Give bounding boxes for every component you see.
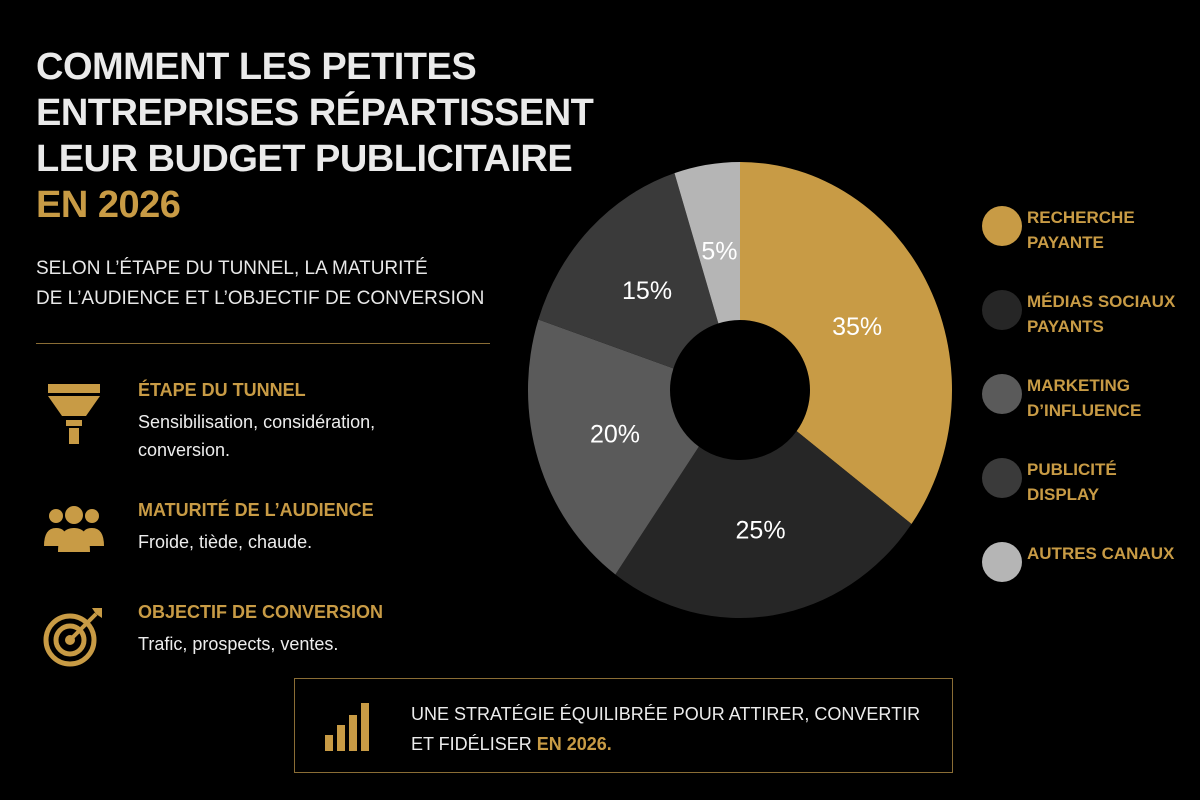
- legend-swatch: [982, 290, 1022, 330]
- legend-label: RECHERCHE PAYANTE: [1027, 208, 1135, 252]
- legend-label: PUBLICITÉ DISPLAY: [1027, 460, 1117, 504]
- subtitle-line-1: SELON L’ÉTAPE DU TUNNEL, LA MATURITÉ: [36, 258, 428, 279]
- callout-box: UNE STRATÉGIE ÉQUILIBRÉE POUR ATTIRER, C…: [294, 678, 953, 773]
- legend-swatch: [982, 206, 1022, 246]
- callout-main-text: UNE STRATÉGIE ÉQUILIBRÉE POUR ATTIRER, C…: [411, 704, 921, 754]
- feature-audience-maturity: MATURITÉ DE L’AUDIENCE Froide, tiède, ch…: [36, 498, 506, 588]
- data-label: 5%: [701, 237, 737, 265]
- feature-conversion-goal: OBJECTIF DE CONVERSION Trafic, prospects…: [36, 600, 506, 690]
- legend-label: MARKETING D’INFLUENCE: [1027, 376, 1142, 420]
- legend-item-paid-social: MÉDIAS SOCIAUX PAYANTS: [980, 284, 1190, 368]
- legend-label: MÉDIAS SOCIAUX PAYANTS: [1027, 292, 1176, 336]
- divider: [36, 343, 490, 344]
- data-label: 35%: [832, 313, 882, 341]
- chart-legend: RECHERCHE PAYANTE MÉDIAS SOCIAUX PAYANTS…: [980, 200, 1190, 620]
- legend-swatch: [982, 458, 1022, 498]
- legend-item-paid-search: RECHERCHE PAYANTE: [980, 200, 1190, 284]
- callout-accent-text: EN 2026.: [536, 734, 612, 754]
- callout-text: UNE STRATÉGIE ÉQUILIBRÉE POUR ATTIRER, C…: [411, 699, 931, 759]
- data-label: 20%: [590, 421, 640, 449]
- feature-description: Sensibilisation, considération, conversi…: [138, 412, 376, 460]
- feature-title: MATURITÉ DE L’AUDIENCE: [138, 500, 374, 520]
- audience-icon: [44, 506, 104, 552]
- feature-title: ÉTAPE DU TUNNEL: [138, 380, 306, 400]
- slice-other: [674, 162, 740, 324]
- title-line-3: LEUR BUDGET PUBLICITAIRE: [36, 138, 573, 180]
- data-label: 25%: [736, 517, 786, 545]
- feature-title: OBJECTIF DE CONVERSION: [138, 602, 384, 622]
- donut-chart: 35% 25% 20% 15% 5%: [528, 162, 952, 618]
- legend-item-influencer: MARKETING D’INFLUENCE: [980, 368, 1190, 452]
- title-line-1: COMMENT LES PETITES: [36, 46, 477, 88]
- subtitle-line-2: DE L’AUDIENCE ET L’OBJECTIF DE CONVERSIO…: [36, 288, 485, 309]
- title-accent: EN 2026: [36, 184, 181, 226]
- legend-item-display: PUBLICITÉ DISPLAY: [980, 452, 1190, 536]
- slice-display: [538, 173, 719, 369]
- slice-influencer: [528, 319, 699, 575]
- data-label: 15%: [622, 277, 672, 305]
- funnel-icon: [48, 384, 100, 444]
- legend-label: AUTRES CANAUX: [1027, 544, 1175, 563]
- bar-chart-icon: [325, 703, 369, 751]
- legend-item-other: AUTRES CANAUX: [980, 536, 1190, 620]
- page-title: COMMENT LES PETITES ENTREPRISES RÉPARTIS…: [36, 44, 596, 228]
- title-line-2: ENTREPRISES RÉPARTISSENT: [36, 92, 594, 134]
- slice-paid-search: [740, 162, 952, 525]
- feature-description: Trafic, prospects, ventes.: [138, 634, 339, 654]
- legend-swatch: [982, 542, 1022, 582]
- feature-description: Froide, tiède, chaude.: [138, 532, 313, 552]
- legend-swatch: [982, 374, 1022, 414]
- feature-funnel-stage: ÉTAPE DU TUNNEL Sensibilisation, considé…: [36, 378, 506, 468]
- slice-paid-social: [615, 431, 912, 618]
- target-icon: [43, 608, 102, 667]
- subtitle: SELON L’ÉTAPE DU TUNNEL, LA MATURITÉ DE …: [36, 254, 556, 314]
